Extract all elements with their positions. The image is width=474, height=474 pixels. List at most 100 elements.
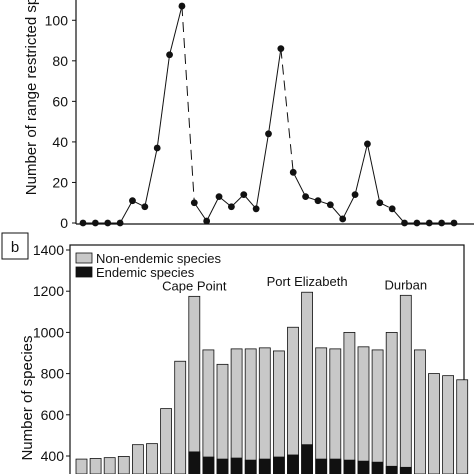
panel-b-bar-endemic — [357, 460, 370, 474]
panel-b-bar-endemic — [301, 444, 314, 474]
panel-b-legend: Non-endemic species Endemic species — [75, 251, 222, 280]
panel-b-ytick-label: 800 — [41, 366, 65, 382]
panel-a-ytick-label: 40 — [52, 134, 68, 150]
panel-b-bar-endemic — [385, 465, 398, 474]
panel-a-line-segment — [156, 54, 171, 149]
panel-b-bar-non-endemic — [442, 375, 455, 474]
panel-b-bar-non-endemic — [188, 295, 201, 474]
panel-b-bar-endemic — [188, 451, 201, 474]
panel-a-point — [190, 199, 198, 207]
panel-a-point — [104, 219, 112, 227]
panel-a-ylabel: Number of range restricted sp — [23, 0, 40, 195]
panel-a-ticks: 0 20 40 60 80 100 — [45, 12, 76, 231]
panel-a-point — [314, 197, 322, 205]
panel-b-bar-non-endemic — [216, 363, 229, 474]
panel-b-bar-non-endemic — [202, 349, 215, 474]
panel-a-point — [166, 51, 173, 59]
panel-b-ytick-label: 400 — [41, 448, 65, 464]
panel-b-bar-non-endemic — [357, 346, 370, 474]
panel-b-bar-non-endemic — [146, 443, 158, 474]
panel-b-bar-non-endemic — [103, 457, 116, 474]
legend-label-endemic: Endemic species — [96, 265, 195, 280]
panel-b-bar-non-endemic — [371, 349, 384, 474]
panel-b-bar-non-endemic — [131, 444, 144, 474]
panel-b-bar-non-endemic — [244, 348, 257, 474]
panel-a-point — [178, 2, 186, 10]
panel-b-bar-endemic — [315, 458, 328, 474]
panel-a-line-segment — [169, 5, 183, 55]
panel-a-line-segment — [144, 147, 158, 207]
panel-b-label-box — [1, 232, 29, 260]
panel-a-line-segment — [255, 133, 269, 209]
panel-b-ytick-label: 1400 — [33, 242, 64, 258]
panel-a-point — [215, 193, 223, 201]
panel-b-bar-non-endemic — [428, 373, 440, 474]
panel-b-ylabel: Number of species — [19, 335, 36, 460]
panel-b-plot-frame — [69, 244, 465, 474]
panel-a-point — [141, 203, 149, 211]
panel-b-bar-endemic — [329, 458, 342, 474]
panel-a: Number of range restricted sp 0 20 40 60 80 1… — [23, 0, 474, 231]
panel-b-bar-non-endemic — [329, 348, 342, 474]
panel-a-point — [388, 205, 396, 213]
panel-a-point — [79, 219, 87, 227]
panel-a-points — [79, 2, 458, 227]
panel-b-bar-endemic — [371, 461, 384, 474]
panel-b-bar-endemic — [244, 459, 257, 474]
panel-b-bar-endemic — [216, 458, 229, 474]
panel-b-bar-non-endemic — [413, 349, 426, 474]
panel-a-ytick-label: 20 — [52, 174, 68, 190]
panel-a-point — [450, 219, 458, 227]
panel-a-line-segment — [206, 196, 220, 222]
panel-a-point — [289, 168, 297, 176]
panel-a-point — [129, 197, 136, 205]
panel-b-bar-non-endemic — [160, 408, 173, 474]
panel-a-line-segment — [181, 6, 195, 203]
panel-a-line-segment — [193, 202, 208, 222]
panel-a-point — [425, 219, 433, 227]
panel-b-bar-non-endemic — [301, 291, 314, 474]
panel-a-point — [153, 144, 161, 152]
panel-b-bar-endemic — [343, 459, 356, 474]
panel-b-bar-endemic — [272, 456, 285, 474]
panel-a-line-segment — [280, 48, 294, 173]
panel-a-ytick-label: 0 — [60, 215, 68, 231]
panel-a-point — [326, 201, 334, 209]
panel-b-bar-non-endemic — [117, 456, 130, 474]
panel-b-annotation: Cape Point — [162, 278, 227, 293]
panel-b: b Number of species 400 600 800 1000 1200 140… — [1, 232, 469, 474]
panel-a-point — [91, 219, 99, 227]
panel-a-point — [252, 205, 260, 213]
panel-a-point — [339, 215, 347, 223]
panel-b-ticks: 400 600 800 1000 1200 1400 — [33, 242, 70, 464]
panel-b-ytick-label: 600 — [41, 407, 65, 423]
panel-a-point — [413, 219, 421, 227]
panel-b-annotation: Port Elizabeth — [267, 274, 348, 289]
panel-b-bar-non-endemic — [343, 331, 356, 474]
panel-a-point — [240, 191, 248, 199]
panel-b-ytick-label: 1200 — [33, 283, 64, 299]
panel-a-point — [401, 219, 408, 227]
panel-b-bar-endemic — [287, 454, 299, 474]
panel-b-bar-endemic — [202, 456, 215, 474]
panel-a-line-segment — [268, 48, 282, 134]
panel-a-point — [364, 140, 371, 148]
panel-a-ytick-label: 100 — [45, 12, 69, 28]
panel-a-line-segment — [354, 143, 368, 195]
panel-a-line-segment — [342, 194, 356, 220]
panel-a-point — [376, 199, 384, 207]
panel-b-bar-non-endemic — [174, 360, 187, 474]
panel-b-bar-non-endemic — [456, 379, 469, 474]
panel-a-ytick-label: 60 — [52, 93, 68, 109]
panel-a-point — [438, 219, 446, 227]
panel-a-point — [277, 45, 285, 53]
panel-b-label: b — [11, 239, 19, 256]
panel-a-line-segment — [292, 172, 307, 197]
panel-a-point — [228, 203, 235, 211]
panel-b-bars — [75, 291, 469, 474]
legend-swatch-endemic — [75, 266, 93, 278]
panel-b-bar-endemic — [258, 458, 271, 474]
panel-b-bar-non-endemic — [89, 458, 102, 474]
panel-b-bar-non-endemic — [258, 347, 271, 474]
legend-swatch-non-endemic — [75, 252, 93, 264]
